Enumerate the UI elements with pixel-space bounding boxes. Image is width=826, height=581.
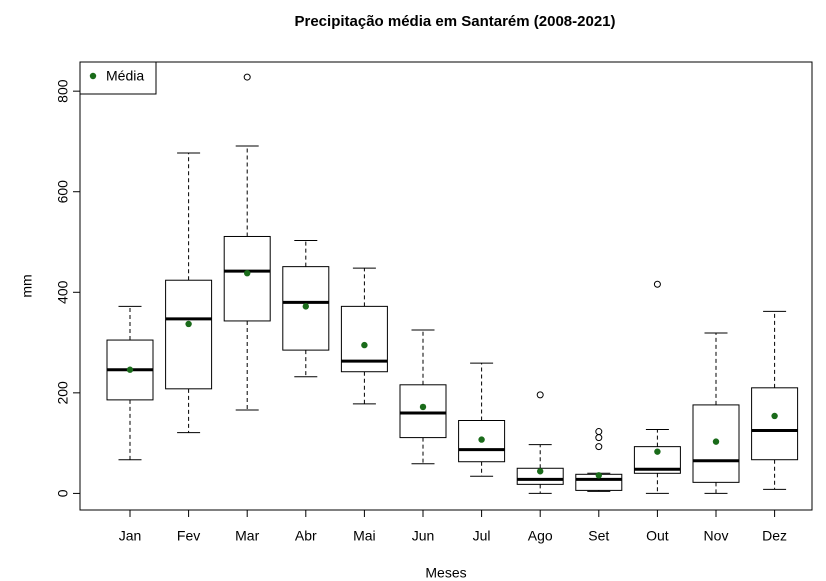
outlier [243, 73, 251, 81]
legend-marker [89, 72, 97, 80]
mean-point [244, 269, 251, 277]
plot-frame [79, 61, 813, 511]
outlier [595, 434, 603, 442]
y-tick-label: 400 [55, 280, 71, 304]
x-tick-label: Nov [704, 528, 729, 544]
mean-point [537, 468, 544, 475]
mean-point [302, 303, 309, 310]
mean-point [771, 412, 778, 420]
y-tick-label: 800 [55, 79, 71, 103]
mean-point [595, 472, 602, 479]
y-tick-label: 200 [55, 381, 71, 405]
y-tick-label: 0 [55, 489, 71, 497]
mean-point [712, 438, 720, 445]
x-tick-label: Dez [762, 528, 787, 544]
x-tick-label: Jan [119, 528, 142, 544]
x-tick-label: Mai [353, 528, 376, 544]
outlier [595, 443, 603, 451]
y-tick-label: 600 [55, 180, 71, 204]
x-tick-label: Jun [412, 528, 435, 544]
box [751, 387, 799, 461]
mean-point [654, 448, 661, 455]
y-axis-label: mm [19, 274, 35, 297]
outlier [653, 280, 661, 288]
x-axis-label: Meses [425, 565, 466, 581]
x-tick-label: Ago [528, 528, 553, 544]
x-tick-label: Set [588, 528, 609, 544]
outlier [536, 391, 544, 399]
box [223, 235, 271, 322]
mean-point [478, 436, 485, 443]
mean-point [361, 341, 368, 349]
box [399, 384, 447, 439]
x-tick-label: Fev [177, 528, 200, 544]
x-tick-label: Out [646, 528, 669, 544]
legend-label: Média [106, 68, 144, 84]
mean-point [185, 320, 192, 328]
outlier [595, 428, 603, 436]
x-tick-label: Jul [473, 528, 491, 544]
x-tick-label: Abr [295, 528, 317, 544]
mean-point [126, 366, 134, 373]
box [165, 279, 213, 390]
chart-title: Precipitação média em Santarém (2008-202… [295, 13, 616, 30]
x-tick-label: Mar [235, 528, 259, 544]
mean-point [419, 403, 427, 411]
